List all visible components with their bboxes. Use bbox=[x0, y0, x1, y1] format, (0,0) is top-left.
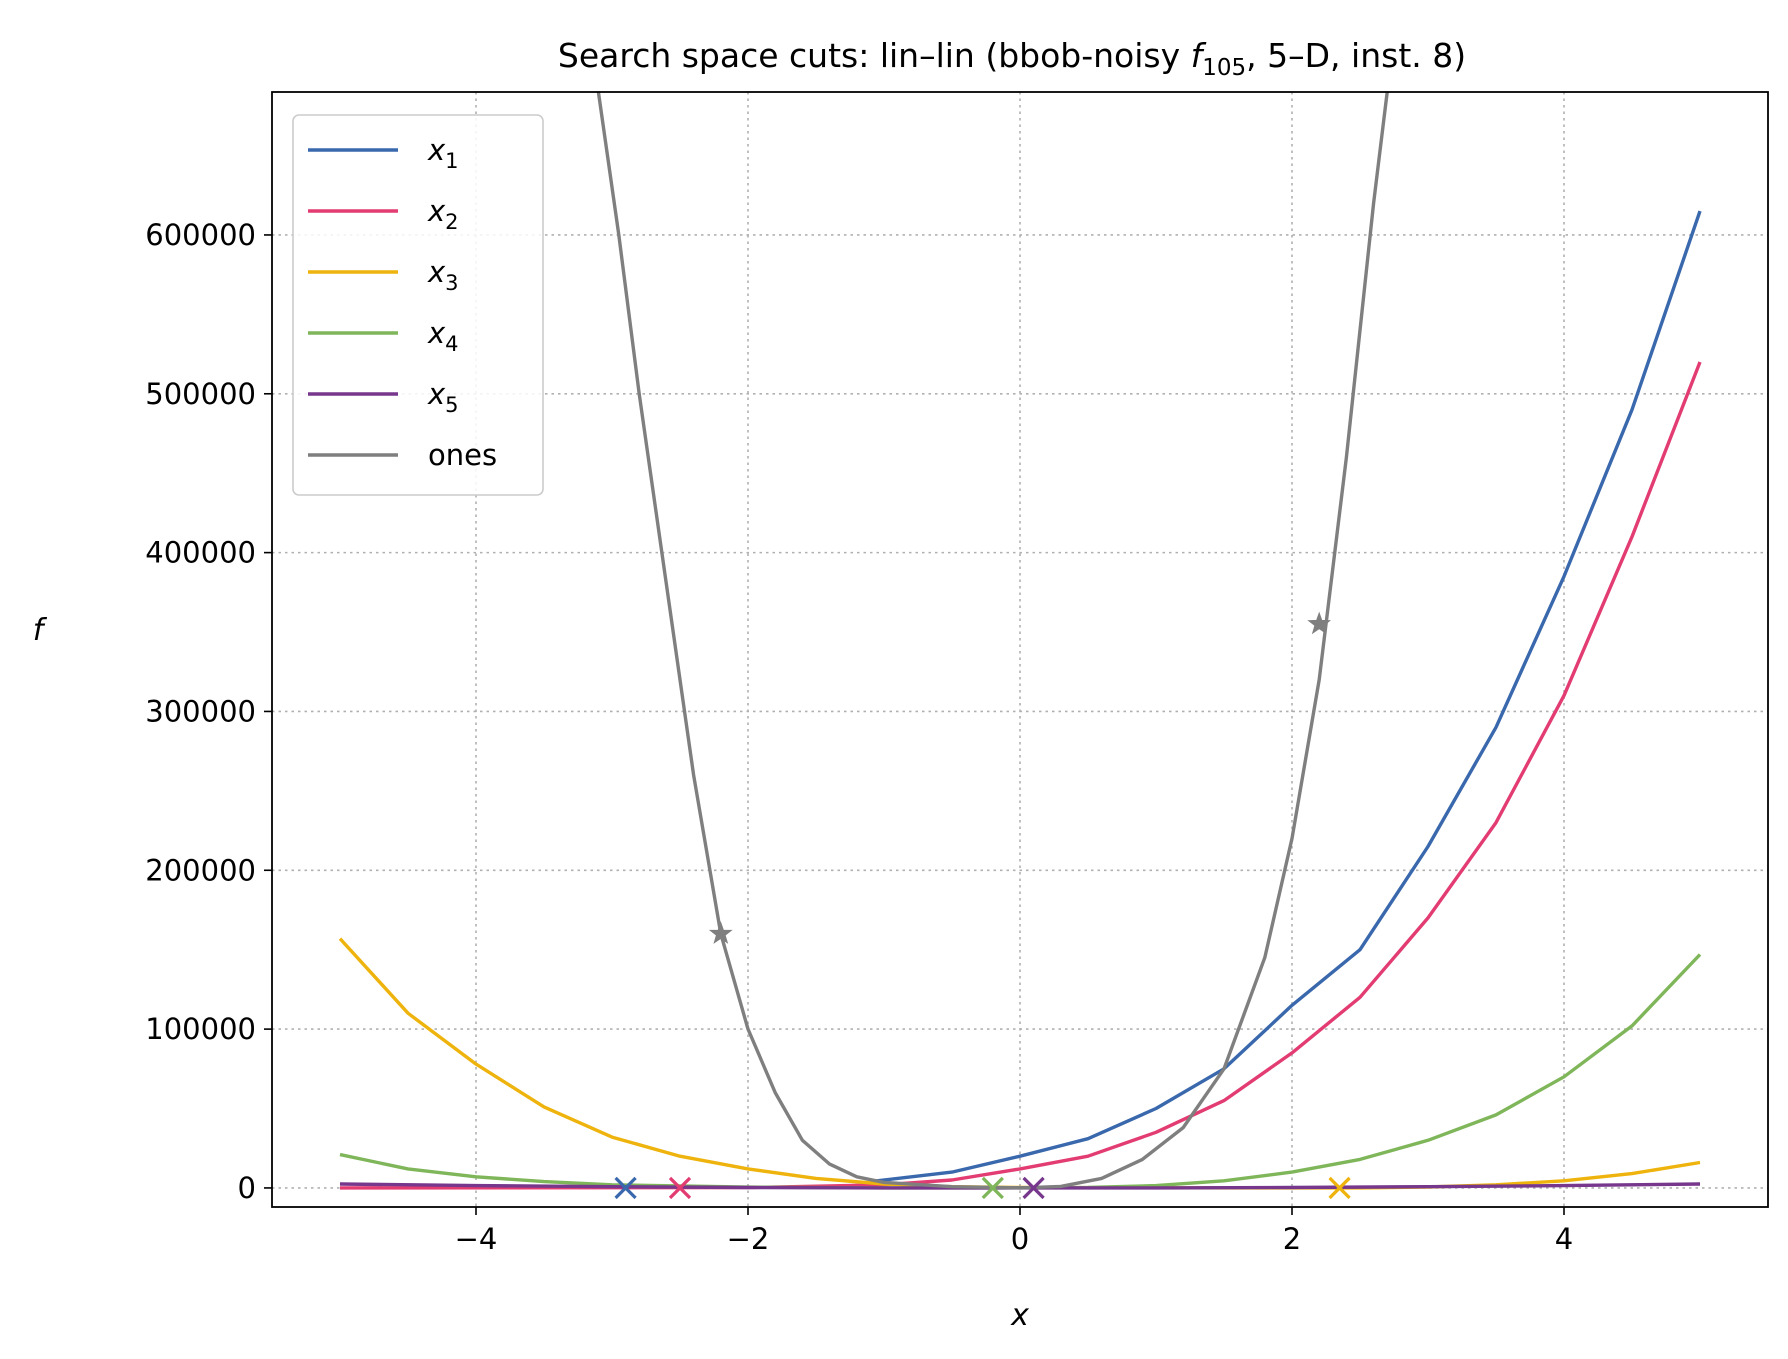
tick-layer: −4 −2 0 2 4 0 100000 200000 300000 400000 500000 60… bbox=[145, 218, 1573, 1256]
min-marker-4 bbox=[981, 1176, 1004, 1200]
min-marker-5 bbox=[1022, 1176, 1045, 1200]
y-axis-label: f bbox=[33, 613, 48, 648]
title-part-1: Search space cuts: lin–lin (bbob-noisy bbox=[558, 36, 1191, 75]
x-tick-label: −2 bbox=[727, 1222, 770, 1256]
y-tick-label: 0 bbox=[238, 1171, 256, 1205]
y-tick-label: 100000 bbox=[145, 1012, 256, 1046]
x-axis-label: x bbox=[1010, 1298, 1029, 1333]
plot-frame bbox=[271, 91, 1769, 1208]
series-line-3 bbox=[338, 937, 1701, 1190]
legend-label-3: x3 bbox=[427, 255, 459, 295]
y-tick-label: 200000 bbox=[145, 853, 256, 887]
min-marker-1 bbox=[614, 1176, 637, 1200]
title-part-4: , 5–D, inst. 8) bbox=[1246, 36, 1466, 75]
legend-label-ones: ones bbox=[428, 438, 497, 472]
legend-label-2: x2 bbox=[427, 194, 459, 234]
marker-layer bbox=[614, 611, 1351, 1200]
legend-label-5: x5 bbox=[427, 377, 459, 417]
series-line-ones bbox=[596, 92, 1389, 1190]
series-layer bbox=[338, 92, 1702, 1190]
chart-title: Search space cuts: lin–lin (bbob-noisy f… bbox=[558, 36, 1466, 81]
legend-label-4: x4 bbox=[427, 316, 459, 356]
min-marker-3 bbox=[1328, 1176, 1351, 1200]
y-tick-label: 600000 bbox=[145, 218, 256, 252]
star-marker bbox=[1307, 611, 1332, 635]
legend: x1 x2 x3 x4 x5 ones bbox=[292, 114, 544, 496]
x-tick-label: 4 bbox=[1555, 1222, 1573, 1256]
series-line-1 bbox=[870, 210, 1702, 1184]
x-tick-label: 2 bbox=[1283, 1222, 1301, 1256]
title-part-3: 105 bbox=[1202, 55, 1246, 81]
y-tick-label: 400000 bbox=[145, 536, 256, 570]
star-marker bbox=[708, 921, 733, 944]
y-tick-label: 500000 bbox=[145, 377, 256, 411]
x-tick-label: 0 bbox=[1011, 1222, 1029, 1256]
min-marker-2 bbox=[668, 1176, 692, 1200]
x-tick-label: −4 bbox=[455, 1222, 498, 1256]
legend-box bbox=[292, 114, 544, 496]
legend-label-1: x1 bbox=[427, 133, 459, 173]
y-tick-label: 300000 bbox=[145, 694, 256, 728]
